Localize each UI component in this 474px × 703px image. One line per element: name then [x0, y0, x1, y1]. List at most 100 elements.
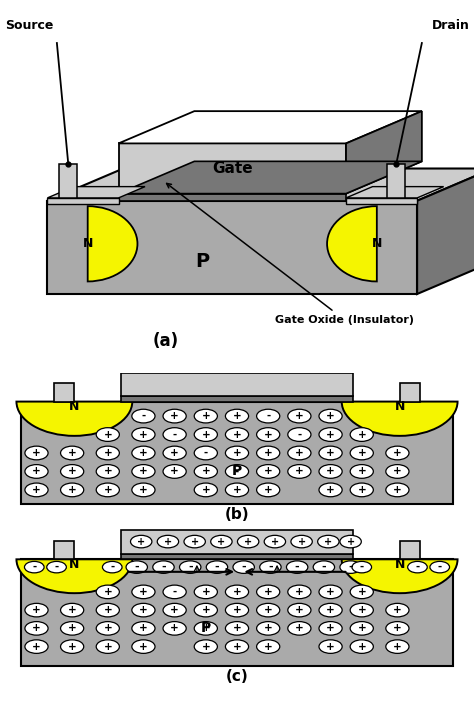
Wedge shape: [17, 560, 132, 593]
Circle shape: [194, 621, 218, 635]
Circle shape: [319, 446, 342, 460]
Circle shape: [226, 603, 248, 617]
Circle shape: [237, 536, 259, 548]
Circle shape: [194, 446, 218, 460]
Text: +: +: [324, 536, 332, 547]
Text: +: +: [326, 642, 335, 652]
Text: +: +: [264, 624, 273, 633]
Circle shape: [350, 640, 374, 653]
Polygon shape: [118, 161, 422, 193]
Circle shape: [61, 483, 84, 497]
Text: +: +: [103, 587, 112, 597]
Circle shape: [194, 427, 218, 441]
Wedge shape: [342, 560, 457, 593]
Text: +: +: [103, 605, 112, 615]
Circle shape: [319, 621, 342, 635]
Circle shape: [226, 427, 248, 441]
Circle shape: [319, 585, 342, 599]
Circle shape: [288, 621, 311, 635]
Text: -: -: [141, 411, 146, 421]
Text: +: +: [295, 411, 304, 421]
Text: +: +: [170, 467, 179, 477]
Circle shape: [25, 562, 44, 573]
Text: +: +: [393, 624, 402, 633]
Circle shape: [350, 446, 374, 460]
Text: +: +: [264, 485, 273, 495]
Text: +: +: [264, 605, 273, 615]
Text: +: +: [32, 485, 41, 495]
Circle shape: [163, 621, 186, 635]
Circle shape: [226, 621, 248, 635]
Circle shape: [96, 621, 119, 635]
Bar: [55, 541, 74, 560]
Text: -: -: [55, 562, 59, 572]
Text: N: N: [394, 401, 405, 413]
Circle shape: [132, 446, 155, 460]
Text: +: +: [233, 642, 241, 652]
Bar: [121, 553, 353, 560]
Circle shape: [256, 446, 280, 460]
Text: -: -: [161, 562, 166, 572]
Circle shape: [153, 561, 174, 574]
Circle shape: [260, 561, 281, 574]
Circle shape: [256, 409, 280, 423]
Bar: [21, 560, 453, 666]
Circle shape: [61, 640, 84, 653]
Text: -: -: [268, 562, 273, 572]
Text: +: +: [201, 485, 210, 495]
Text: -: -: [173, 587, 177, 597]
Circle shape: [157, 536, 179, 548]
Circle shape: [386, 603, 409, 617]
Polygon shape: [47, 198, 118, 205]
Text: N: N: [394, 558, 405, 571]
Text: +: +: [191, 536, 199, 547]
Text: +: +: [218, 536, 226, 547]
Circle shape: [132, 465, 155, 478]
Bar: [121, 373, 353, 396]
Circle shape: [61, 446, 84, 460]
Circle shape: [163, 446, 186, 460]
Circle shape: [96, 465, 119, 478]
Text: +: +: [357, 642, 366, 652]
Text: Gate: Gate: [212, 161, 253, 176]
Text: -: -: [241, 562, 246, 572]
Text: +: +: [326, 587, 335, 597]
Text: +: +: [295, 587, 304, 597]
Text: P: P: [196, 252, 210, 271]
Text: +: +: [326, 411, 335, 421]
Text: +: +: [295, 467, 304, 477]
Circle shape: [96, 446, 119, 460]
Text: -: -: [360, 562, 364, 572]
Circle shape: [96, 427, 119, 441]
Polygon shape: [118, 111, 422, 143]
Circle shape: [264, 536, 285, 548]
Text: +: +: [139, 448, 148, 458]
Polygon shape: [118, 143, 346, 193]
Text: +: +: [264, 448, 273, 458]
Circle shape: [102, 562, 122, 573]
Bar: [55, 383, 74, 401]
Text: +: +: [295, 448, 304, 458]
Text: +: +: [139, 587, 148, 597]
Circle shape: [233, 561, 255, 574]
Text: +: +: [233, 605, 241, 615]
Bar: [121, 529, 353, 553]
Text: +: +: [139, 485, 148, 495]
Text: +: +: [233, 430, 241, 439]
Circle shape: [288, 427, 311, 441]
Text: -: -: [348, 562, 353, 572]
Circle shape: [350, 621, 374, 635]
Text: +: +: [68, 624, 76, 633]
Text: +: +: [32, 467, 41, 477]
Circle shape: [132, 603, 155, 617]
Text: Drain: Drain: [431, 18, 469, 32]
Circle shape: [288, 465, 311, 478]
Circle shape: [132, 640, 155, 653]
Text: +: +: [32, 448, 41, 458]
Text: +: +: [68, 605, 76, 615]
Circle shape: [194, 585, 218, 599]
Circle shape: [194, 603, 218, 617]
Circle shape: [47, 562, 66, 573]
Text: +: +: [139, 642, 148, 652]
Text: +: +: [357, 430, 366, 439]
